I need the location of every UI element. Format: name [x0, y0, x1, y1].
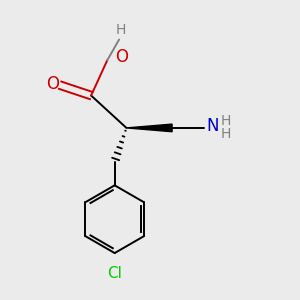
Text: O: O — [115, 48, 128, 66]
Text: H: H — [221, 114, 231, 128]
Polygon shape — [126, 124, 172, 132]
Text: H: H — [116, 22, 126, 37]
Text: H: H — [221, 127, 231, 141]
Text: O: O — [46, 75, 59, 93]
Text: Cl: Cl — [107, 266, 122, 281]
Text: N: N — [206, 117, 218, 135]
